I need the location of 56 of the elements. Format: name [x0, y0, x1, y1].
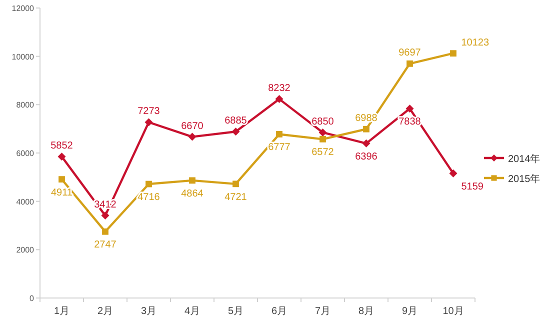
data-label: 6572	[312, 147, 334, 158]
x-tick-label: 3月	[140, 306, 157, 317]
legend-label: 2015年	[508, 173, 540, 185]
point	[58, 176, 65, 183]
point	[58, 152, 66, 161]
y-tick-label: 8000	[16, 100, 35, 110]
x-tick-label: 5月	[228, 306, 244, 317]
point	[450, 50, 456, 57]
point	[232, 128, 240, 136]
point	[189, 177, 196, 184]
point	[144, 118, 153, 126]
data-label: 6396	[355, 151, 378, 162]
point	[102, 228, 108, 235]
y-tick-label: 6000	[16, 149, 35, 158]
data-label: 7273	[138, 106, 160, 118]
data-label: 4721	[224, 192, 248, 203]
x-tick-label: 7月	[314, 306, 331, 317]
point	[449, 169, 458, 178]
data-label: 6850	[312, 116, 334, 128]
y-tick-label: 2000	[16, 246, 35, 255]
point	[363, 126, 370, 132]
x-tick-label: 6月	[271, 306, 288, 317]
y-tick-label: 4000	[16, 197, 35, 206]
data-label: 4716	[138, 192, 160, 204]
point	[318, 128, 327, 136]
y-tick-label: 12000	[12, 4, 35, 13]
point	[406, 104, 414, 113]
x-tick-label: 9月	[402, 306, 418, 317]
point	[101, 212, 110, 220]
x-tick-label: 1月	[54, 306, 70, 317]
point	[146, 180, 152, 188]
data-label: 5159	[461, 181, 484, 192]
x-tick-label: 8月	[358, 306, 374, 317]
x-tick-label: 4月	[184, 306, 200, 317]
data-label: 10123	[461, 37, 490, 48]
y-tick-label: 10000	[12, 52, 35, 62]
y-tick-label: 0	[30, 294, 35, 303]
data-label: 4911	[50, 187, 73, 198]
data-label: 5852	[50, 140, 74, 152]
data-label: 6885	[224, 116, 248, 127]
data-label: 6777	[268, 142, 291, 154]
data-label: 6670	[181, 120, 204, 132]
data-label: 8232	[268, 83, 291, 94]
point	[232, 180, 239, 188]
point	[188, 132, 196, 141]
data-label: 4864	[181, 188, 204, 200]
data-label: 2747	[94, 240, 117, 251]
x-tick-label: 2月	[97, 306, 114, 317]
data-label: 9697	[398, 48, 422, 59]
point	[362, 139, 370, 148]
point	[275, 95, 284, 104]
x-tick-label: 10月	[442, 306, 464, 317]
point	[406, 60, 413, 67]
point	[276, 131, 282, 138]
point	[320, 136, 326, 142]
legend-label: 2014年	[508, 153, 540, 165]
